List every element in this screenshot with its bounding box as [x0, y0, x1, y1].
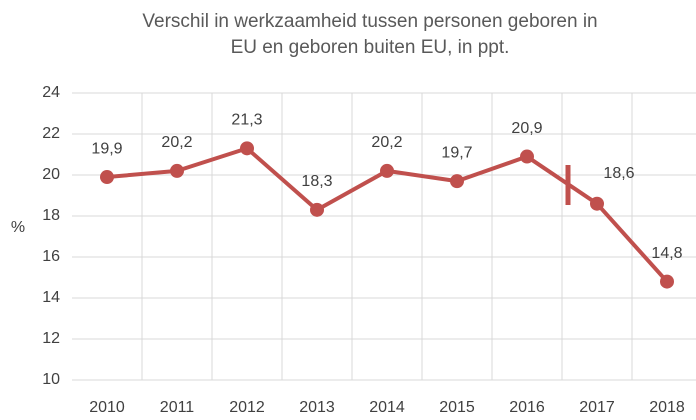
data-label: 20,2	[371, 134, 402, 151]
chart-title: EU en geboren buiten EU, in ppt.	[231, 37, 510, 58]
x-tick-label: 2015	[439, 399, 475, 416]
x-tick-label: 2011	[160, 399, 195, 416]
data-label: 20,9	[511, 120, 542, 137]
data-label: 21,3	[231, 112, 262, 129]
x-tick-label: 2018	[649, 399, 685, 416]
x-tick-label: 2014	[369, 399, 405, 416]
y-tick-label: 14	[42, 289, 60, 306]
marker	[310, 202, 324, 217]
marker	[450, 174, 464, 189]
marker	[660, 274, 674, 289]
x-tick-label: 2017	[579, 399, 615, 416]
x-tick-label: 2013	[299, 399, 335, 416]
x-tick-label: 2016	[509, 399, 545, 416]
marker	[170, 163, 184, 178]
data-label: 18,6	[603, 165, 634, 182]
y-tick-label: 20	[42, 166, 60, 183]
data-label: 14,8	[651, 245, 682, 262]
marker	[520, 149, 534, 164]
x-tick-label: 2012	[229, 399, 265, 416]
y-tick-label: 24	[42, 84, 60, 101]
y-tick-label: 18	[42, 207, 60, 224]
x-tick-label: 2010	[89, 399, 125, 416]
y-axis-label: %	[11, 219, 25, 236]
marker	[590, 196, 604, 211]
y-tick-label: 10	[42, 371, 60, 388]
y-tick-label: 12	[42, 330, 60, 347]
data-label: 19,7	[441, 144, 472, 161]
chart-title: Verschil in werkzaamheid tussen personen…	[142, 11, 597, 32]
marker	[240, 141, 254, 156]
data-label: 18,3	[301, 173, 332, 190]
marker	[380, 163, 394, 178]
marker	[100, 170, 114, 185]
y-tick-label: 16	[42, 248, 60, 265]
data-label: 19,9	[91, 140, 122, 157]
data-label: 20,2	[161, 134, 192, 151]
y-tick-label: 22	[42, 125, 60, 142]
